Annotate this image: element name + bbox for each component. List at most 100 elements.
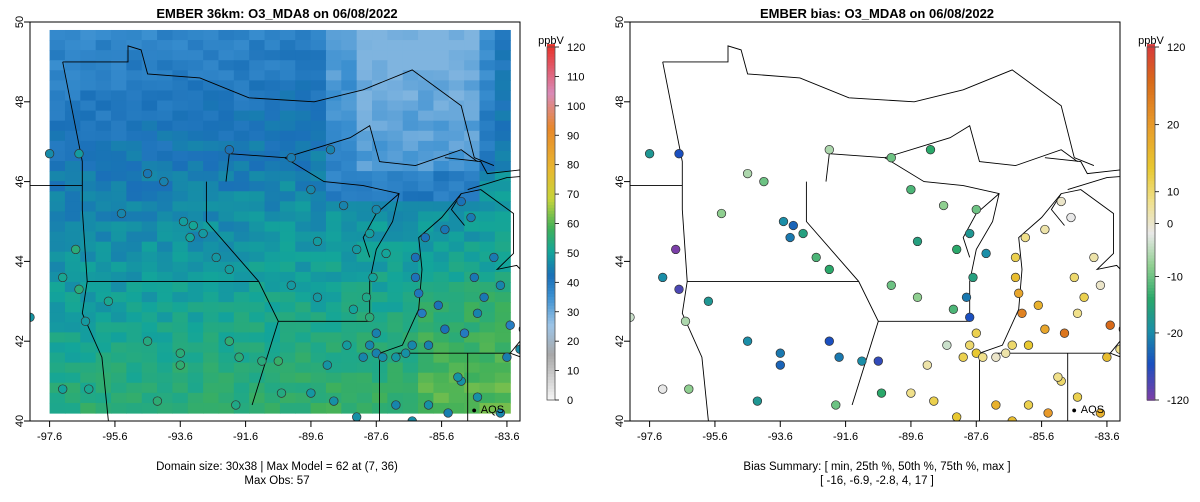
model-cell	[310, 171, 327, 182]
model-cell	[418, 161, 435, 172]
site-marker	[929, 396, 939, 406]
site-marker	[775, 360, 785, 370]
colorbar-segment	[547, 141, 555, 146]
model-cell	[233, 372, 250, 384]
model-cell	[341, 332, 358, 344]
site-marker	[1105, 320, 1115, 330]
model-cell	[341, 140, 358, 152]
model-cell	[95, 392, 112, 404]
colorbar-segment	[547, 103, 555, 108]
site-marker	[752, 396, 763, 406]
colorbar-segment	[547, 352, 555, 357]
model-cell	[141, 312, 158, 323]
model-cell	[111, 382, 127, 394]
model-cell	[372, 80, 388, 92]
colorbar-segment	[547, 225, 555, 229]
colorbar-segment	[1147, 130, 1155, 134]
colorbar-segment	[1147, 230, 1155, 235]
model-cell	[402, 231, 419, 243]
site-marker	[925, 145, 936, 155]
model-cell	[187, 140, 204, 152]
model-cell	[356, 150, 373, 162]
model-cell	[325, 100, 342, 112]
model-cell	[141, 281, 158, 293]
model-cell	[80, 352, 97, 364]
model-cell	[95, 221, 112, 233]
model-cell	[418, 382, 435, 394]
model-cell	[464, 191, 481, 202]
model-cell	[64, 211, 81, 223]
model-cell	[95, 201, 112, 213]
site-marker	[968, 272, 978, 283]
colorbar-segment	[547, 174, 555, 179]
colorbar-segment	[547, 391, 555, 395]
model-cell	[187, 50, 204, 61]
model-cell	[279, 241, 296, 253]
model-cell	[418, 312, 435, 323]
colorbar-segment	[1147, 275, 1155, 280]
site-marker	[1043, 408, 1053, 418]
model-cell	[126, 352, 143, 364]
colorbar-segment	[547, 382, 555, 386]
model-cell	[126, 140, 143, 152]
model-cell	[279, 271, 296, 283]
model-cell	[341, 402, 358, 414]
bias-map-panel: EMBER bias: O3_MDA8 on 06/08/2022 -97.6-…	[600, 0, 1200, 502]
model-cell	[172, 40, 189, 51]
colorbar-segment	[547, 311, 555, 315]
model-cell	[418, 392, 435, 404]
colorbar-segment	[1147, 85, 1155, 90]
model-cell	[64, 181, 81, 192]
site-marker	[325, 145, 336, 155]
model-cell	[64, 312, 81, 323]
model-cell	[372, 372, 388, 384]
model-cell	[64, 40, 81, 51]
model-cell	[295, 221, 312, 233]
model-cell	[448, 29, 465, 41]
site-marker	[391, 352, 401, 362]
model-cell	[218, 302, 235, 313]
model-cell	[341, 181, 358, 192]
aqs-sites	[30, 145, 520, 434]
model-cell	[325, 80, 342, 92]
site-marker	[958, 352, 968, 362]
model-cell	[295, 251, 312, 263]
site-marker	[1122, 333, 1131, 342]
model-cell	[464, 292, 481, 303]
site-marker	[365, 340, 375, 350]
model-cell	[310, 80, 327, 92]
model-cell	[402, 110, 419, 122]
model-cell	[111, 191, 127, 202]
model-cell	[448, 362, 465, 374]
model-cell	[157, 211, 174, 223]
model-cell	[233, 261, 250, 273]
model-cell	[233, 29, 250, 41]
model-cell	[111, 40, 127, 51]
model-cell	[448, 292, 465, 303]
model-cell	[64, 221, 81, 233]
model-cell	[64, 130, 81, 142]
y-tick-label: 44	[614, 255, 626, 267]
colorbar-segment	[1147, 177, 1155, 182]
model-cell	[433, 100, 450, 112]
site-marker	[674, 284, 684, 294]
model-cell	[172, 100, 189, 112]
model-cell	[464, 140, 481, 152]
model-cell	[141, 40, 158, 51]
site-marker	[1018, 425, 1027, 434]
site-marker	[472, 392, 483, 402]
colorbar-segment	[547, 269, 555, 274]
model-cell	[372, 281, 388, 293]
model-cell	[372, 392, 388, 404]
model-cell	[187, 271, 204, 283]
model-cell	[372, 40, 388, 51]
model-cell	[295, 342, 312, 354]
colorbar-segment	[547, 260, 555, 265]
model-cell	[372, 322, 388, 333]
model-cell	[464, 332, 481, 344]
site-marker	[1063, 433, 1072, 442]
model-cell	[264, 100, 281, 112]
model-cell	[95, 90, 112, 102]
site-marker	[418, 425, 427, 434]
model-cell	[264, 271, 281, 283]
